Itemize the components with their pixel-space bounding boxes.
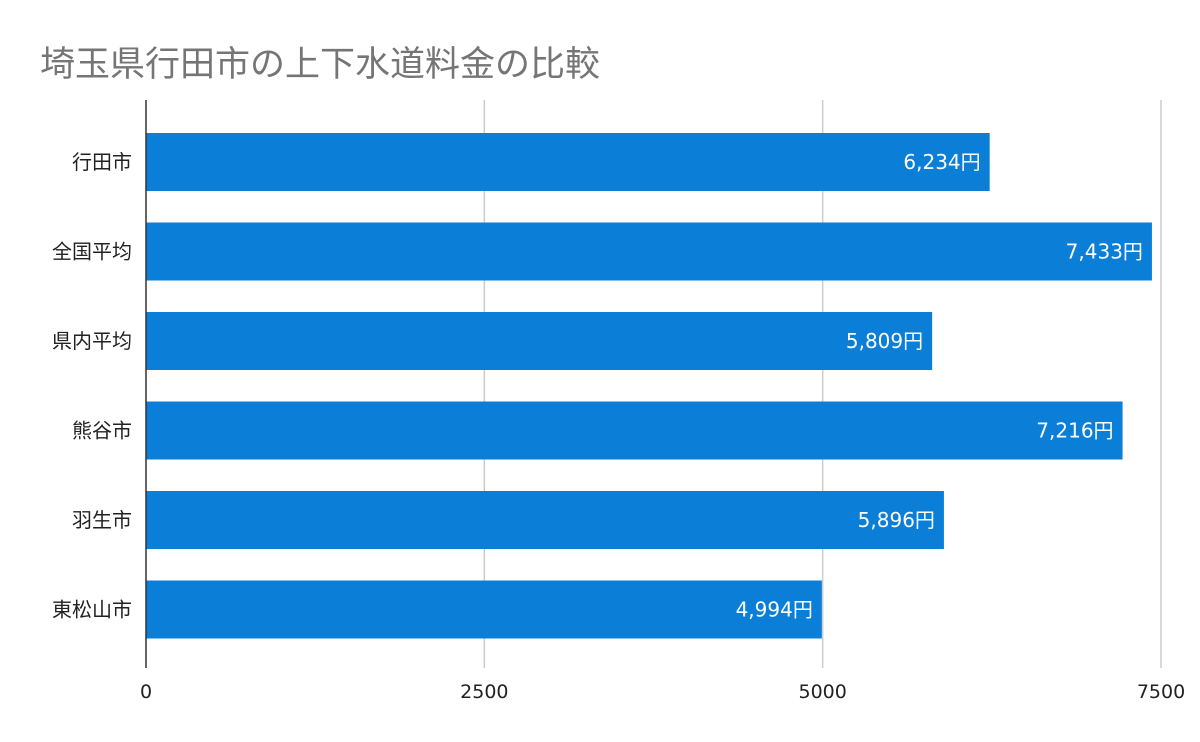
category-label: 行田市 [72,150,132,174]
bar [146,222,1152,281]
data-label: 7,433円 [1066,240,1143,264]
x-tick-label: 5000 [798,681,846,703]
category-label: 全国平均 [52,240,132,264]
data-label: 6,234円 [903,150,980,174]
x-tick-label: 7500 [1137,681,1185,703]
bar [146,401,1123,460]
category-label: 羽生市 [72,508,132,532]
bar [146,312,933,370]
category-label: 東松山市 [52,598,132,622]
data-label: 5,896円 [858,508,935,532]
bar [146,580,822,639]
chart-title: 埼玉県行田市の上下水道料金の比較 [40,45,601,85]
bar [146,133,990,191]
data-label: 7,216円 [1036,419,1113,443]
category-label: 熊谷市 [72,419,132,443]
category-label: 県内平均 [52,329,132,353]
data-label: 4,994円 [736,598,813,622]
x-tick-label: 0 [140,681,152,703]
data-label: 5,809円 [846,329,923,353]
x-tick-label: 2500 [460,681,508,703]
bar [146,491,944,549]
